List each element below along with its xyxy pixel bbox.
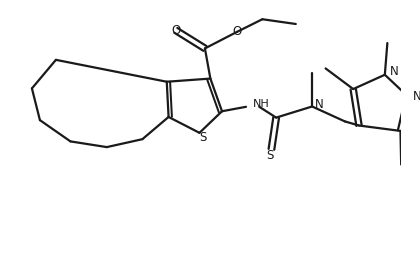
Text: O: O <box>171 24 181 37</box>
Text: NH: NH <box>253 99 269 109</box>
Text: N: N <box>315 98 324 111</box>
Text: N: N <box>413 91 420 103</box>
Text: O: O <box>232 25 241 38</box>
Text: N: N <box>390 65 398 78</box>
Text: S: S <box>266 150 273 162</box>
Text: S: S <box>200 131 207 144</box>
